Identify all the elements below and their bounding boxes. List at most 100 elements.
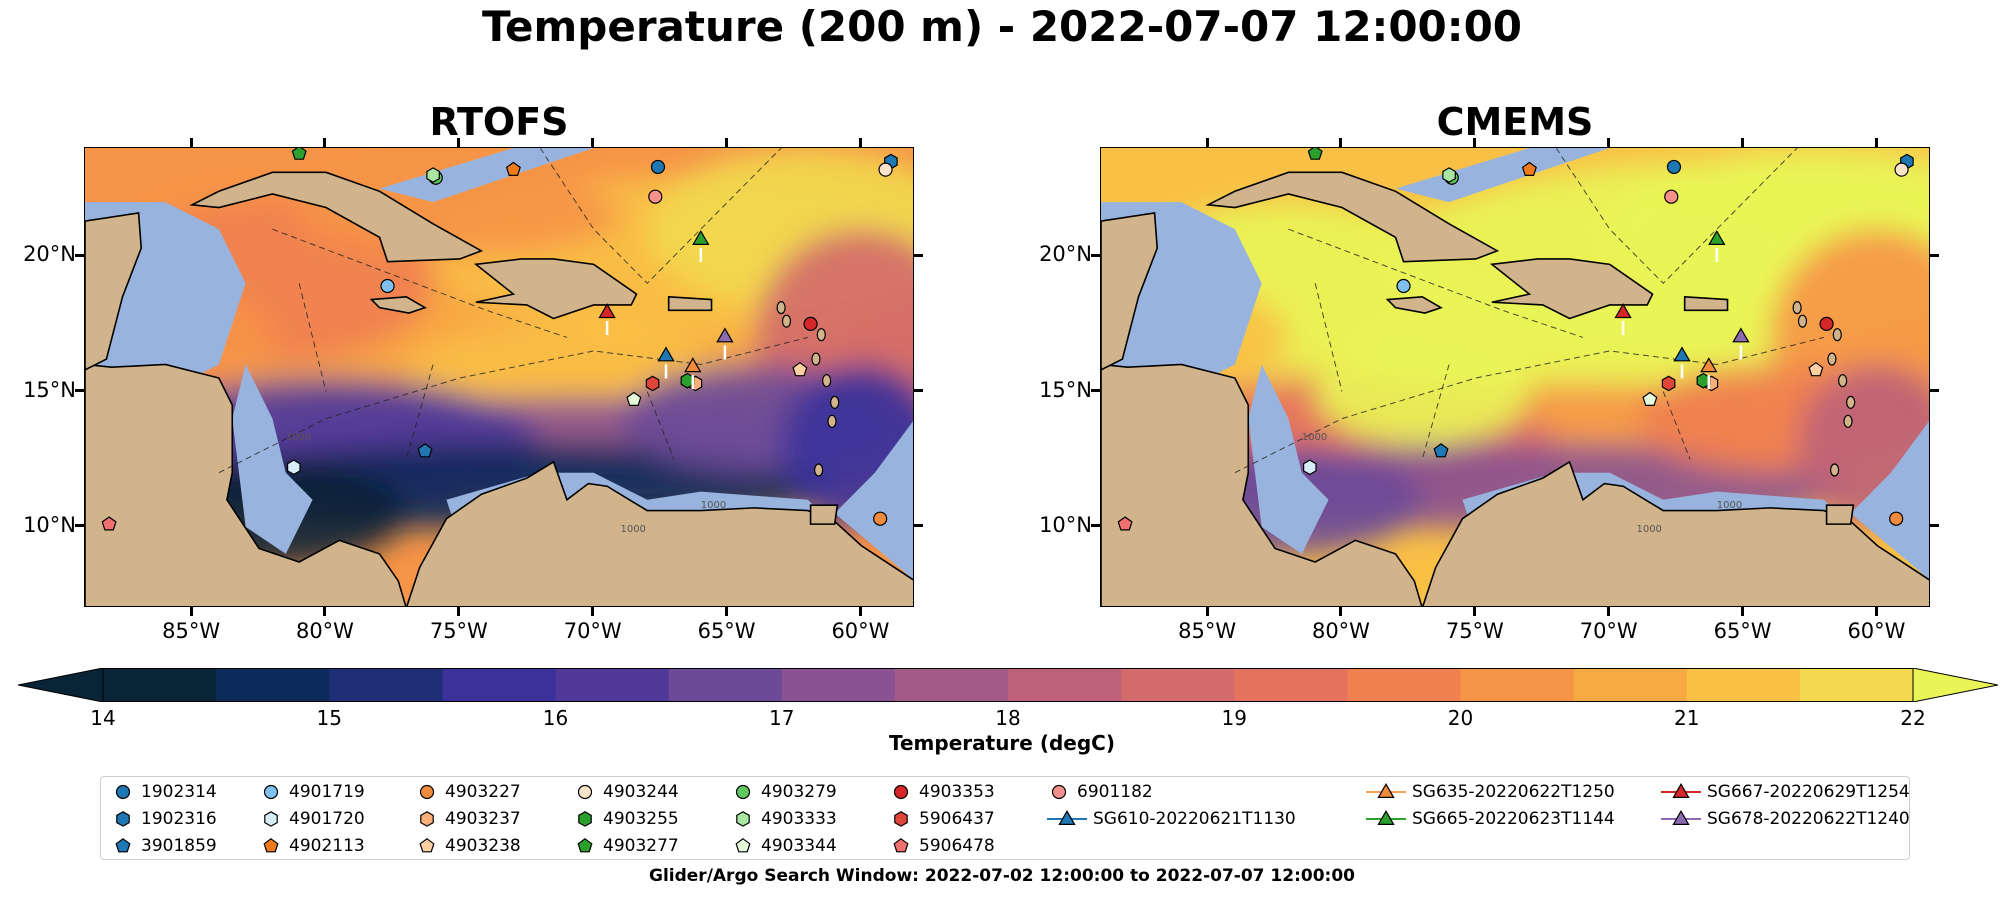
legend-symbol-circle[interactable]: [1051, 784, 1067, 800]
legend-symbol-hexagon[interactable]: [894, 811, 908, 827]
argo-float-4901719[interactable]: [1396, 278, 1411, 294]
map-cmems[interactable]: 1000 1000 1000: [1100, 147, 1930, 607]
argo-float-5906437[interactable]: [1661, 375, 1676, 392]
argo-float-6901182[interactable]: [648, 189, 663, 204]
lon-tick-label: 70°W: [563, 619, 622, 643]
legend-symbol-circle[interactable]: [115, 784, 131, 800]
legend-label: 1902314: [141, 782, 217, 802]
legend-symbol-hexagon[interactable]: [420, 811, 434, 827]
lat-tick-mark: [1091, 524, 1100, 528]
argo-float-4901719[interactable]: [380, 278, 395, 294]
argo-float-3901859[interactable]: [417, 443, 433, 458]
glider-SG635-20220622T1250[interactable]: [684, 357, 702, 373]
legend-entry: 1902316: [111, 806, 217, 832]
legend-symbol-pentagon[interactable]: [263, 838, 279, 853]
glider-SG667-20220629T1254[interactable]: [598, 303, 616, 319]
argo-float-4903333[interactable]: [426, 167, 440, 183]
argo-float-4903344[interactable]: [626, 391, 642, 406]
glider-SG610-20220621T1130[interactable]: [1673, 346, 1691, 362]
argo-float-4903277[interactable]: [291, 148, 307, 160]
argo-float-1902314[interactable]: [650, 159, 666, 175]
eez-boundary-4: [1421, 364, 1450, 460]
argo-float-4901720[interactable]: [287, 459, 301, 476]
argo-float-4903244[interactable]: [878, 162, 893, 177]
argo-float-4903344[interactable]: [1642, 391, 1658, 406]
colorbar-tick-label: 21: [1674, 706, 1700, 730]
legend-symbol-circle[interactable]: [419, 784, 435, 800]
argo-float-4903244[interactable]: [1894, 162, 1909, 177]
argo-float-4902113[interactable]: [1521, 161, 1537, 176]
lon-tick-mark: [725, 138, 729, 147]
argo-float-4903238[interactable]: [792, 361, 808, 377]
legend-symbol-triangle[interactable]: [1672, 809, 1690, 825]
eez-boundary-2: [1555, 148, 1798, 285]
panel-title-cmems: CMEMS: [1436, 100, 1594, 144]
lon-tick-mark: [858, 138, 862, 147]
argo-float-4903353[interactable]: [803, 316, 818, 331]
glider-SG665-20220623T1144[interactable]: [1708, 229, 1726, 246]
search-window-caption: Glider/Argo Search Window: 2022-07-02 12…: [649, 866, 1355, 886]
legend-label: 4903255: [603, 809, 679, 829]
land-trinidad: [1825, 504, 1855, 525]
argo-float-4903353[interactable]: [1819, 316, 1834, 331]
argo-float-4903227[interactable]: [873, 511, 888, 526]
legend-entry: 4903279: [731, 779, 837, 805]
legend-symbol-pentagon[interactable]: [893, 838, 909, 853]
argo-float-4902113[interactable]: [505, 161, 521, 176]
land-central-america: [85, 363, 407, 606]
glider-SG635-20220622T1250[interactable]: [1700, 357, 1718, 373]
legend-symbol-pentagon[interactable]: [577, 838, 593, 853]
legend-entry: SG635-20220622T1250: [1366, 779, 1615, 805]
legend-symbol-pentagon[interactable]: [115, 838, 131, 853]
legend-label: 1902316: [141, 809, 217, 829]
colorbar-segment: [894, 668, 1009, 702]
glider-SG678-20220622T1240[interactable]: [1732, 327, 1750, 343]
glider-SG667-20220629T1254[interactable]: [1614, 303, 1632, 319]
argo-float-1902314[interactable]: [1666, 159, 1682, 175]
legend-symbol-circle[interactable]: [263, 784, 279, 800]
lon-tick-label: 60°W: [831, 619, 890, 643]
argo-float-4903238[interactable]: [1808, 361, 1824, 377]
lat-tick-label: 10°N: [1039, 512, 1092, 537]
argo-float-4901720[interactable]: [1303, 459, 1317, 476]
argo-float-4903333[interactable]: [1442, 167, 1456, 183]
island-7: [781, 314, 792, 328]
argo-float-3901859[interactable]: [1433, 443, 1449, 458]
legend-label: 4903237: [445, 809, 521, 829]
legend-symbol-circle[interactable]: [577, 784, 593, 800]
legend-symbol-hexagon[interactable]: [264, 811, 278, 827]
argo-float-5906478[interactable]: [1117, 516, 1133, 531]
eez-boundary-1: [1288, 228, 1584, 338]
legend-symbol-circle[interactable]: [735, 784, 751, 800]
legend-symbol-hexagon[interactable]: [578, 811, 592, 827]
legend-symbol-hexagon[interactable]: [736, 811, 750, 827]
argo-float-4903277[interactable]: [1307, 148, 1323, 160]
legend-entry: 4903353: [889, 779, 995, 805]
shelf-water-3: [1850, 421, 1929, 580]
island-3: [1846, 395, 1856, 409]
legend-symbol-triangle[interactable]: [1377, 809, 1395, 825]
glider-SG678-20220622T1240[interactable]: [716, 327, 734, 343]
lat-tick-mark: [75, 524, 84, 528]
land-trinidad: [809, 504, 839, 525]
legend-entry: 4903333: [731, 806, 837, 832]
lon-tick-mark: [457, 607, 461, 616]
argo-float-5906437[interactable]: [645, 375, 660, 392]
glider-SG665-20220623T1144[interactable]: [692, 229, 710, 246]
legend-symbol-pentagon[interactable]: [419, 838, 435, 853]
argo-float-5906478[interactable]: [101, 516, 117, 531]
legend-symbol-triangle[interactable]: [1377, 782, 1395, 798]
map-rtofs[interactable]: 1000 1000 1000: [84, 147, 914, 607]
eez-boundary-3: [646, 391, 675, 460]
colorbar-extend-high: [1912, 667, 1999, 703]
glider-SG610-20220621T1130[interactable]: [657, 346, 675, 362]
argo-float-6901182[interactable]: [1664, 189, 1679, 204]
island-2: [822, 374, 832, 388]
argo-float-4903227[interactable]: [1889, 511, 1904, 526]
legend-symbol-circle[interactable]: [893, 784, 909, 800]
legend-symbol-pentagon[interactable]: [735, 838, 751, 853]
legend-symbol-triangle[interactable]: [1058, 809, 1076, 825]
legend-symbol-triangle[interactable]: [1672, 782, 1690, 798]
legend-symbol-hexagon[interactable]: [116, 811, 130, 827]
lon-tick-mark: [323, 607, 327, 616]
